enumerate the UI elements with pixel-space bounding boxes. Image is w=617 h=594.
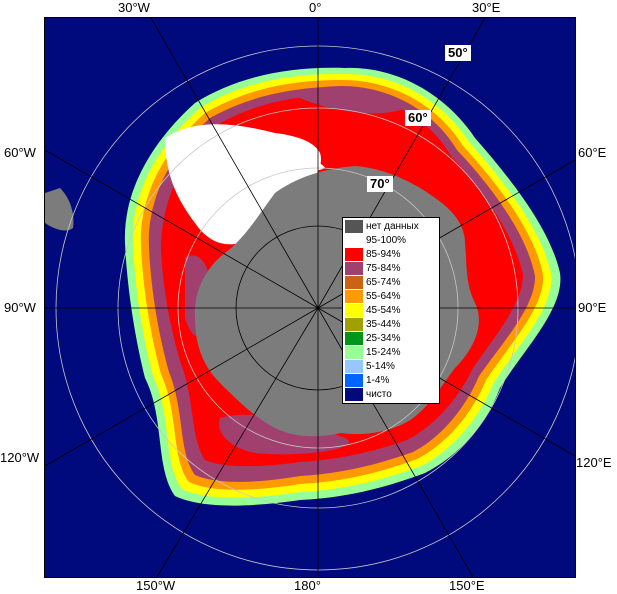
legend-label: 75-84% (366, 263, 401, 274)
legend-swatch (345, 304, 363, 317)
legend-item: 15-24% (345, 346, 437, 359)
legend-swatch (345, 248, 363, 261)
legend-label: 65-74% (366, 277, 401, 288)
legend-swatch (345, 374, 363, 387)
legend-swatch (345, 220, 363, 233)
lat-label-50: 50° (445, 45, 471, 61)
legend-item: 65-74% (345, 276, 437, 289)
legend-label: 85-94% (366, 249, 401, 260)
legend-label: 1-4% (366, 375, 390, 386)
legend-swatch (345, 346, 363, 359)
lon-label-90e: 90°E (578, 300, 607, 315)
legend-swatch (345, 276, 363, 289)
legend-item: 85-94% (345, 248, 437, 261)
meridian-30w (150, 18, 319, 309)
legend-item: 45-54% (345, 304, 437, 317)
lon-label-120w: 120°W (0, 450, 40, 465)
lon-label-60e: 60°E (578, 145, 607, 160)
legend-swatch (345, 234, 363, 247)
lon-label-0: 0° (309, 0, 322, 15)
ice-patch-purple-2 (219, 414, 349, 455)
legend-label: нет данных (366, 221, 419, 232)
legend-label: 95-100% (366, 235, 407, 246)
legend-label: 35-44% (366, 319, 401, 330)
lon-label-120e: 120°E (576, 455, 612, 470)
legend-item: чисто (345, 388, 437, 401)
legend-swatch (345, 360, 363, 373)
ice-region-95-100-weddell (165, 124, 321, 245)
legend-item: 1-4% (345, 374, 437, 387)
lon-label-30e: 30°E (472, 0, 501, 15)
legend-item: нет данных (345, 220, 437, 233)
legend-label: 5-14% (366, 361, 395, 372)
legend-swatch (345, 388, 363, 401)
legend-label: 15-24% (366, 347, 401, 358)
lon-label-180: 180° (294, 578, 321, 593)
sea-ice-map: 50° 60° 70° нет данных 95-100% 85-94% 75-84… (44, 17, 576, 578)
lon-label-90w: 90°W (4, 300, 36, 315)
ice-patch-purple-3 (295, 92, 405, 114)
ice-region-95-100-patch (280, 156, 325, 171)
legend-label: чисто (366, 389, 392, 400)
meridian-150w (156, 307, 319, 577)
meridian-120w (45, 307, 319, 467)
antarctic-peninsula (245, 208, 277, 246)
map-canvas (45, 18, 575, 577)
legend-swatch (345, 262, 363, 275)
lat-label-70: 70° (367, 176, 393, 192)
legend-label: 45-54% (366, 305, 401, 316)
lon-label-150w: 150°W (136, 578, 176, 593)
legend-item: 55-64% (345, 290, 437, 303)
lon-label-60w: 60°W (4, 145, 36, 160)
legend-item: 95-100% (345, 234, 437, 247)
legend-label: 55-64% (366, 291, 401, 302)
lat-label-60: 60° (405, 110, 431, 126)
legend-swatch (345, 332, 363, 345)
meridian-60w (45, 149, 319, 309)
legend-item: 5-14% (345, 360, 437, 373)
legend-item: 25-34% (345, 332, 437, 345)
south-america-land (45, 188, 74, 231)
lon-label-30w: 30°W (118, 0, 150, 15)
legend-item: 75-84% (345, 262, 437, 275)
lon-label-150e: 150°E (449, 578, 485, 593)
legend-label: 25-34% (366, 333, 401, 344)
legend: нет данных 95-100% 85-94% 75-84% 65-74% 55-64… (342, 217, 440, 404)
legend-swatch (345, 318, 363, 331)
legend-swatch (345, 290, 363, 303)
legend-item: 35-44% (345, 318, 437, 331)
